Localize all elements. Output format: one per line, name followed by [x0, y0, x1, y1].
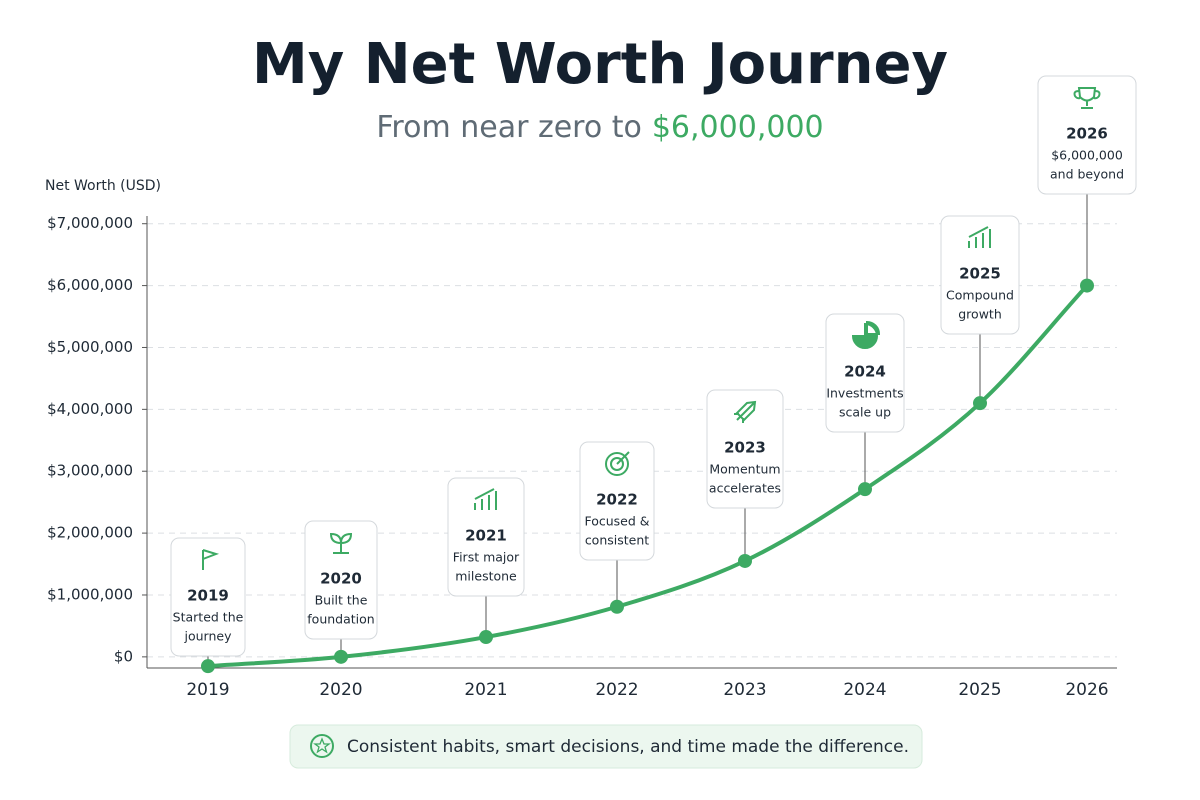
milestone-card: [825, 313, 905, 433]
footer-star: [313, 737, 331, 754]
icon-shape: [474, 488, 497, 510]
data-point: [973, 396, 987, 411]
x-tick-label: 2023: [723, 680, 766, 700]
milestone-icon: [202, 549, 220, 570]
x-tick-label: 2022: [595, 680, 638, 700]
milestone-year: 2019: [187, 587, 229, 605]
milestone-text: First major: [453, 550, 520, 565]
milestone-text: milestone: [455, 569, 517, 584]
milestone-text: $6,000,000: [1051, 148, 1123, 163]
icon-shape: [851, 320, 881, 349]
milestone-icon: [329, 532, 353, 554]
x-tick-label: 2025: [958, 680, 1001, 700]
data-point: [334, 649, 348, 664]
icon-shape: [605, 451, 630, 476]
milestone-card: [579, 441, 655, 561]
milestone-card: [447, 477, 525, 597]
net-worth-line: [206, 283, 1089, 669]
milestone-card: [940, 215, 1020, 335]
milestone-icon: [605, 451, 630, 476]
milestone-year: 2020: [320, 570, 362, 588]
data-point: [201, 659, 215, 674]
milestone-text: growth: [958, 307, 1002, 322]
milestone-text: foundation: [307, 612, 374, 627]
y-tick-label: $7,000,000: [47, 214, 133, 232]
subtitle-highlight: $6,000,000: [652, 110, 824, 145]
milestone-text: Compound: [946, 288, 1014, 303]
milestone-text: and beyond: [1050, 167, 1124, 182]
milestone-year: 2024: [844, 363, 886, 381]
milestone-icon: [1073, 87, 1101, 109]
milestone-card: [706, 389, 784, 509]
milestone-year: 2026: [1066, 125, 1108, 143]
data-point: [610, 599, 624, 614]
milestone-card: [304, 520, 378, 640]
y-axis-label: Net Worth (USD): [45, 178, 161, 194]
data-point: [1080, 278, 1094, 293]
x-tick-label: 2026: [1065, 680, 1108, 700]
milestone-year: 2025: [959, 265, 1001, 283]
milestone-icon: [474, 488, 497, 510]
milestone-year: 2021: [465, 527, 507, 545]
milestone-year: 2023: [724, 439, 766, 457]
x-tick-label: 2021: [464, 680, 507, 700]
y-tick-label: $0: [114, 647, 133, 665]
milestone-card: [1037, 75, 1137, 195]
y-tick-label: $3,000,000: [47, 462, 133, 480]
chart-title: My Net Worth Journey: [252, 32, 948, 97]
icon-shape: [202, 549, 220, 570]
y-tick-label: $6,000,000: [47, 276, 133, 294]
y-tick-label: $2,000,000: [47, 524, 133, 542]
icon-shape: [968, 226, 991, 248]
y-tick-label: $4,000,000: [47, 400, 133, 418]
icon-shape: [1073, 87, 1101, 109]
milestone-text: consistent: [585, 533, 649, 548]
milestone-text: Momentum: [709, 462, 780, 477]
milestone-text: Started the: [173, 610, 244, 625]
milestone-icon: [734, 400, 757, 423]
x-tick-label: 2019: [186, 680, 229, 700]
chart-subtitle: From near zero to $6,000,000: [376, 110, 823, 145]
x-tick-label: 2024: [843, 680, 886, 700]
milestone-card: [170, 537, 246, 657]
data-point: [479, 630, 493, 645]
subtitle-text: From near zero to: [376, 110, 641, 145]
y-tick-label: $5,000,000: [47, 338, 133, 356]
milestone-text: Investments: [826, 386, 903, 401]
y-tick-label: $1,000,000: [47, 585, 133, 603]
icon-shape: [329, 532, 353, 554]
data-point: [738, 553, 752, 568]
footer-text: Consistent habits, smart decisions, and …: [347, 737, 909, 757]
footer-icon: [310, 734, 334, 758]
data-point: [858, 482, 872, 497]
milestone-text: scale up: [839, 405, 891, 420]
milestone-year: 2022: [596, 491, 638, 509]
icon-shape: [734, 400, 757, 423]
x-tick-label: 2020: [319, 680, 362, 700]
milestone-text: Focused &: [584, 514, 649, 529]
milestone-icon: [968, 226, 991, 248]
milestone-icon: [851, 320, 881, 349]
milestone-text: accelerates: [709, 481, 781, 496]
footer-box: [289, 724, 923, 769]
milestone-text: journey: [184, 629, 233, 644]
milestone-text: Built the: [315, 593, 368, 608]
